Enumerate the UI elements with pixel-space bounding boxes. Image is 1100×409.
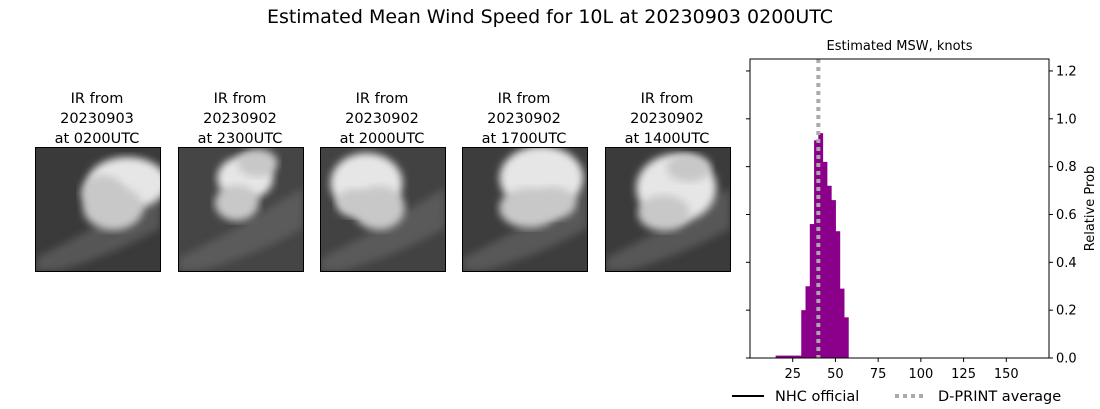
histogram-bar [835,231,841,358]
y-tick-label: 0.2 [1056,304,1077,319]
ir-satellite-image [35,147,161,272]
legend-dprint-label: D-PRINT average [938,389,1061,405]
y-tick-label: 1.0 [1056,112,1077,127]
ir-panel-label-line3: at 0200UTC [54,131,140,147]
ir-panel-label-line1: IR from [497,91,551,107]
x-tick-label: 100 [908,367,933,382]
histogram-bar [784,355,789,358]
ir-panel-label: IR from 20230902 at 2300UTC [165,89,315,149]
x-tick-label: 75 [870,367,887,382]
histogram-bar [814,140,819,358]
histogram-bar [775,355,781,358]
ir-panel-label-line2: 20230902 [345,111,419,127]
ir-panel-label-line3: at 1400UTC [624,131,710,147]
y-tick-label: 0.8 [1056,160,1077,175]
histogram-bar [831,200,836,358]
y-tick-label: 0.6 [1056,208,1077,223]
histogram-bar [809,224,815,358]
figure-title: Estimated Mean Wind Speed for 10L at 202… [266,6,834,28]
histogram-bar [801,310,807,358]
x-tick-label: 150 [994,367,1019,382]
x-tick-label: 125 [951,367,976,382]
histogram-bar [826,185,832,358]
ir-panel-label: IR from 20230903 at 0200UTC [22,89,172,149]
x-tick-label: 25 [784,367,801,382]
histogram-bar [805,286,811,358]
chart-title: Estimated MSW, knots [827,39,973,54]
ir-panel-label-line2: 20230902 [630,111,704,127]
legend-nhc-label: NHC official [775,389,859,405]
ir-panel-label-line3: at 2000UTC [339,131,425,147]
histogram-bar [843,317,849,358]
ir-panel-label-line1: IR from [640,91,694,107]
ir-panel-label-line1: IR from [355,91,409,107]
histogram-bar [839,288,845,358]
y-axis-label: Relative Prob [1083,166,1098,251]
ir-satellite-image [462,147,588,272]
ir-panel-label-line2: 20230903 [60,111,134,127]
ir-satellite-image [178,147,304,272]
ir-panel-label-line1: IR from [70,91,124,107]
ir-panel-label: IR from 20230902 at 2000UTC [307,89,457,149]
ir-panel-label-line1: IR from [213,91,267,107]
y-tick-label: 0.4 [1056,256,1077,271]
ir-panel-label: IR from 20230902 at 1700UTC [449,89,599,149]
histogram-bar [796,355,802,358]
ir-panel-label-line2: 20230902 [203,111,277,127]
ir-panel-label-line3: at 2300UTC [197,131,283,147]
ir-panel-label-line2: 20230902 [487,111,561,127]
histogram-bar [779,355,785,358]
ir-satellite-image [320,147,446,272]
histogram-bar [788,355,794,358]
ir-satellite-image [605,147,731,272]
y-tick-label: 0.0 [1056,352,1077,367]
y-tick-label: 1.2 [1056,64,1077,79]
ir-panel-label-line3: at 1700UTC [481,131,567,147]
histogram-bar [822,161,828,358]
histogram-bar [818,133,824,358]
ir-panel-label: IR from 20230902 at 1400UTC [592,89,742,149]
x-tick-label: 50 [827,367,844,382]
plot-frame [749,58,1050,359]
histogram-bar [792,355,798,358]
